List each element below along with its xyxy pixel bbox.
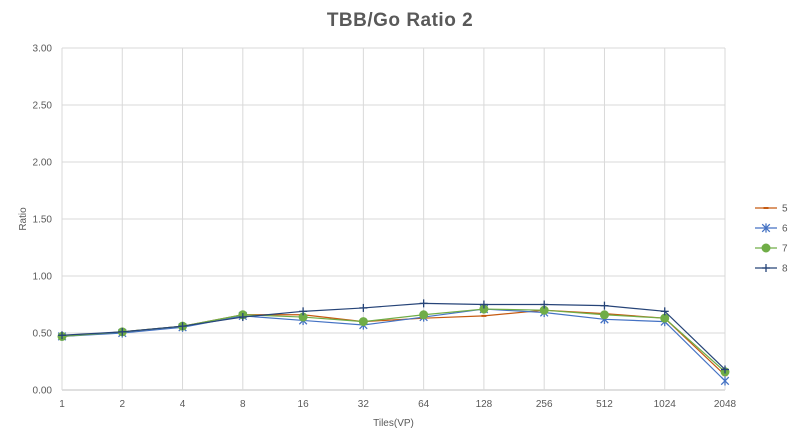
y-tick-label: 2.00 bbox=[33, 158, 53, 169]
series-7 bbox=[57, 304, 730, 377]
x-tick-label: 16 bbox=[298, 399, 310, 410]
y-tick-label: 0.50 bbox=[33, 329, 53, 340]
data-point bbox=[720, 376, 730, 386]
x-tick-label: 32 bbox=[358, 399, 370, 410]
x-tick-label: 512 bbox=[596, 399, 613, 410]
data-point bbox=[600, 301, 609, 310]
data-point bbox=[118, 327, 127, 336]
y-tick-label: 1.50 bbox=[33, 215, 53, 226]
data-point bbox=[178, 322, 187, 331]
x-tick-label: 1 bbox=[59, 399, 65, 410]
data-point bbox=[599, 310, 609, 320]
x-tick-label: 64 bbox=[418, 399, 430, 410]
data-point bbox=[299, 307, 308, 316]
gridlines bbox=[61, 47, 726, 391]
x-axis-label: Tiles(VP) bbox=[373, 418, 414, 429]
legend-entry: 7 bbox=[755, 243, 788, 255]
x-tick-label: 8 bbox=[240, 399, 246, 410]
legend-label: 5 bbox=[782, 204, 788, 215]
y-tick-label: 2.50 bbox=[33, 101, 53, 112]
x-tick-label: 128 bbox=[476, 399, 493, 410]
series-group bbox=[57, 299, 730, 386]
legend-marker bbox=[762, 264, 770, 272]
y-axis-label: Ratio bbox=[18, 207, 29, 231]
data-point bbox=[479, 300, 488, 309]
legend-entry: 5 bbox=[755, 204, 788, 215]
series-line bbox=[61, 308, 726, 382]
x-tick-label: 2 bbox=[119, 399, 125, 410]
data-point bbox=[660, 307, 669, 316]
data-point bbox=[358, 317, 368, 327]
data-point bbox=[540, 300, 549, 309]
y-axis-ticks: 0.00 0.50 1.00 1.50 2.00 2.50 3.00 bbox=[33, 44, 53, 397]
data-point bbox=[238, 313, 247, 322]
data-point bbox=[58, 331, 66, 340]
series-5 bbox=[59, 309, 728, 377]
x-tick-label: 2048 bbox=[714, 399, 737, 410]
y-tick-label: 1.00 bbox=[33, 272, 53, 283]
x-tick-label: 1024 bbox=[654, 399, 677, 410]
x-tick-label: 4 bbox=[180, 399, 186, 410]
legend-label: 8 bbox=[782, 264, 788, 275]
legend-marker bbox=[761, 243, 771, 253]
data-point bbox=[481, 314, 487, 317]
chart-title: TBB/Go Ratio 2 bbox=[326, 10, 474, 31]
data-point bbox=[660, 313, 670, 323]
x-tick-label: 256 bbox=[536, 399, 553, 410]
series-line bbox=[61, 308, 726, 373]
legend-entry: 6 bbox=[755, 223, 788, 235]
legend-marker bbox=[763, 207, 769, 209]
y-tick-label: 3.00 bbox=[33, 44, 53, 55]
legend-label: 6 bbox=[782, 224, 788, 235]
y-tick-label: 0.00 bbox=[33, 386, 53, 397]
data-point bbox=[419, 310, 429, 320]
series-8 bbox=[58, 299, 729, 374]
legend: 5 6 7 8 bbox=[755, 204, 788, 275]
data-point bbox=[721, 365, 729, 374]
legend-entry: 8 bbox=[755, 264, 788, 275]
data-point bbox=[359, 303, 368, 312]
data-point bbox=[419, 299, 428, 308]
x-axis-ticks: 1 2 4 8 16 32 64 128 256 512 1024 2048 bbox=[59, 399, 736, 410]
series-line bbox=[61, 302, 726, 370]
legend-label: 7 bbox=[782, 244, 788, 255]
legend-marker bbox=[761, 223, 771, 233]
